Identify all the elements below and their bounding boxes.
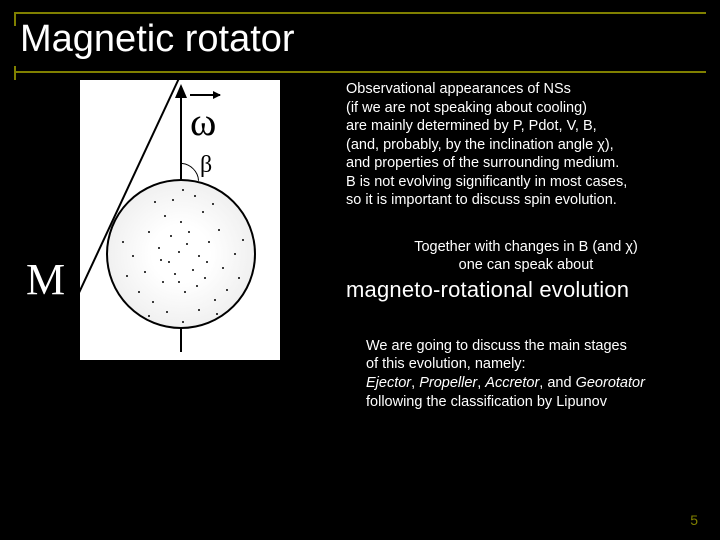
mu-symbol: μ xyxy=(296,124,317,171)
omega-symbol: ω xyxy=(190,98,216,145)
p3-line: of this evolution, namely: xyxy=(366,356,526,372)
p1-line: B is not evolving significantly in most … xyxy=(346,174,627,190)
mass-label: M xyxy=(26,254,65,305)
stage-georotator: Georotator xyxy=(576,375,645,391)
p3-line: We are going to discuss the main stages xyxy=(366,338,627,354)
omega-axis-arrow xyxy=(175,84,187,98)
paragraph-observational: Observational appearances of NSs (if we … xyxy=(346,80,706,210)
mu-vector-bar xyxy=(296,120,320,122)
p2-line: one can speak about xyxy=(459,257,594,273)
beta-symbol: β xyxy=(200,152,212,179)
p1-line: so it is important to discuss spin evolu… xyxy=(346,192,617,208)
omega-vector-bar xyxy=(190,94,220,96)
stage-ejector: Ejector xyxy=(366,375,411,391)
slide-title: Magnetic rotator xyxy=(20,18,706,61)
p1-line: (and, probably, by the inclination angle… xyxy=(346,137,614,153)
title-bar: Magnetic rotator xyxy=(14,12,706,73)
p3-and: , and xyxy=(539,375,575,391)
p1-line: (if we are not speaking about cooling) xyxy=(346,100,587,116)
text-column: Observational appearances of NSs (if we … xyxy=(346,80,706,411)
neutron-star-sphere xyxy=(106,179,256,329)
p3-line: following the classification by Lipunov xyxy=(366,394,607,410)
stage-propeller: Propeller xyxy=(419,375,477,391)
paragraph-together: Together with changes in B (and χ) one c… xyxy=(346,238,706,275)
paragraph-stages: We are going to discuss the main stages … xyxy=(366,337,706,411)
rotator-diagram: ω μ β xyxy=(80,80,280,360)
page-number: 5 xyxy=(690,512,698,528)
title-rule-tick-bottom xyxy=(14,66,16,80)
stage-accretor: Accretor xyxy=(485,375,539,391)
emphasis-magneto-rotational: magneto-rotational evolution xyxy=(346,277,706,303)
p2-line: Together with changes in B (and χ) xyxy=(414,239,638,255)
p1-line: and properties of the surrounding medium… xyxy=(346,155,619,171)
p1-line: are mainly determined by P, Pdot, V, B, xyxy=(346,118,597,134)
p1-line: Observational appearances of NSs xyxy=(346,81,571,97)
